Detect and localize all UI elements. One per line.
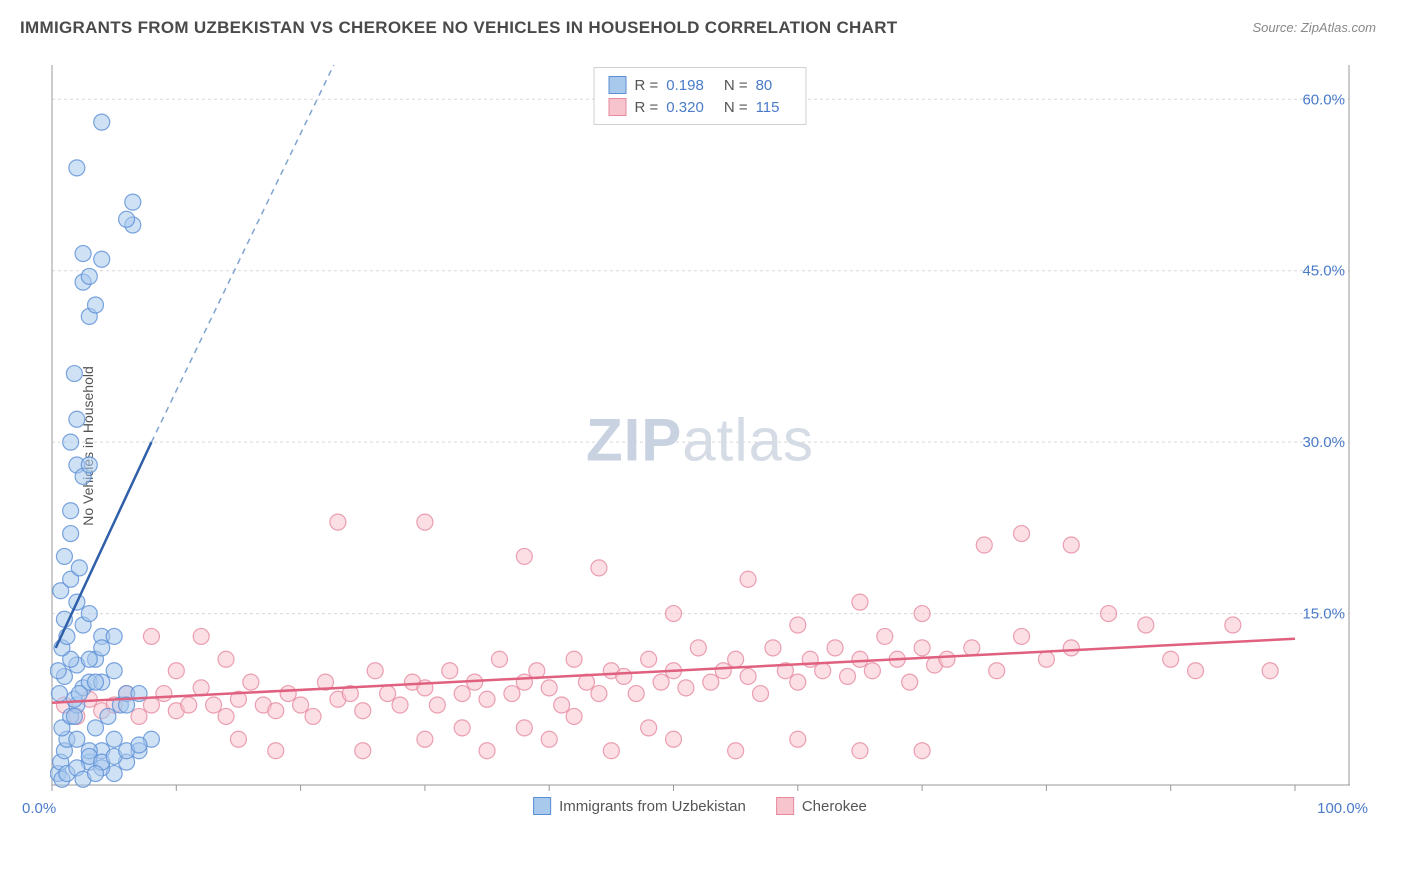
legend-row-uzbekistan: R = 0.198 N = 80 [609, 74, 792, 96]
legend-item-cherokee: Cherokee [776, 797, 867, 815]
chart-area: ZIPatlas 15.0%30.0%45.0%60.0% R = 0.198 … [50, 65, 1350, 815]
swatch-pink-icon [776, 797, 794, 815]
legend-item-uzbekistan: Immigrants from Uzbekistan [533, 797, 746, 815]
chart-title: IMMIGRANTS FROM UZBEKISTAN VS CHEROKEE N… [20, 18, 897, 38]
x-axis-min-label: 0.0% [22, 800, 56, 817]
svg-text:30.0%: 30.0% [1302, 434, 1345, 451]
scatter-plot: 15.0% 30.0% 45.0% 60.0% [50, 65, 1350, 815]
source-attribution: Source: ZipAtlas.com [1252, 20, 1376, 35]
correlation-legend: R = 0.198 N = 80 R = 0.320 N = 115 [594, 67, 807, 125]
swatch-pink-icon [609, 98, 627, 116]
swatch-blue-icon [609, 76, 627, 94]
svg-text:45.0%: 45.0% [1302, 263, 1345, 280]
legend-row-cherokee: R = 0.320 N = 115 [609, 96, 792, 118]
series-legend: Immigrants from Uzbekistan Cherokee [533, 797, 867, 815]
swatch-blue-icon [533, 797, 551, 815]
x-axis-max-label: 100.0% [1317, 800, 1368, 817]
svg-text:60.0%: 60.0% [1302, 91, 1345, 108]
svg-text:15.0%: 15.0% [1302, 606, 1345, 623]
